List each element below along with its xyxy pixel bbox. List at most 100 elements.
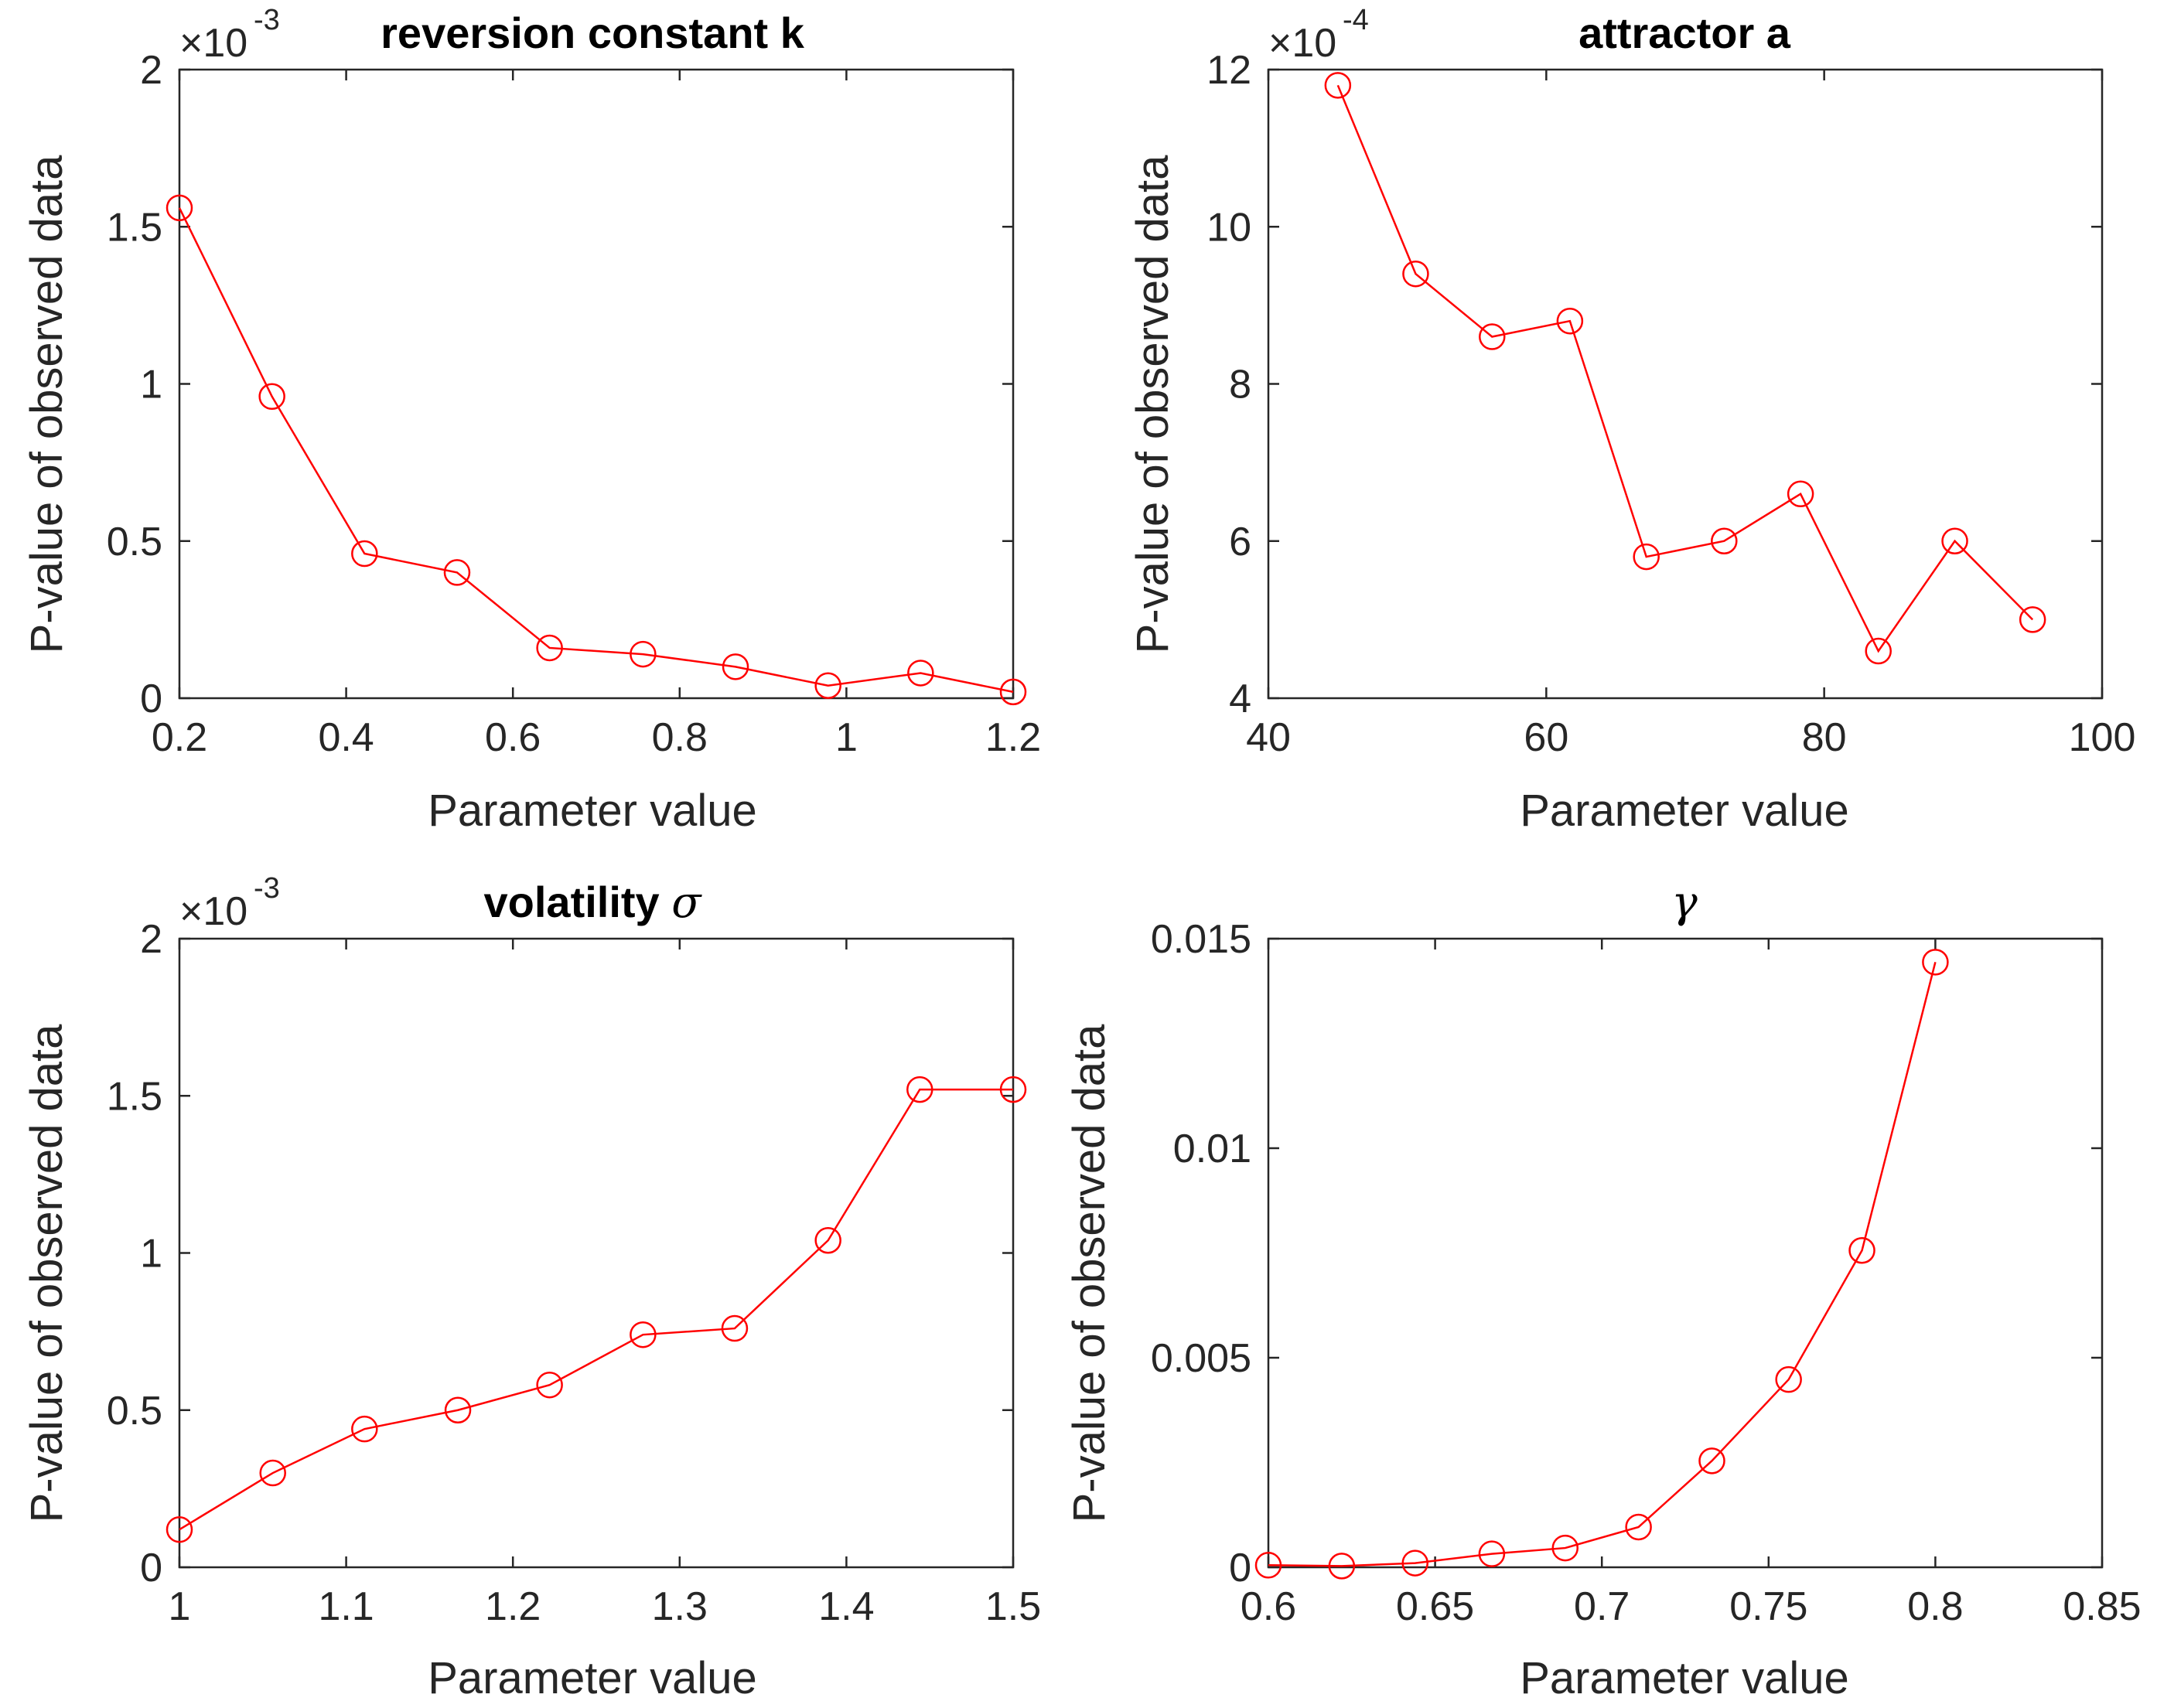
x-tick-label: 0.8 [1907,1584,1963,1629]
y-tick-label: 2 [140,48,162,93]
y-axis-label: P-value of observed data [1064,1024,1114,1523]
y-tick-label: 4 [1229,677,1251,721]
data-point-marker [1478,1540,1506,1567]
x-tick-label: 80 [1802,715,1847,760]
data-point-marker [814,1226,841,1254]
data-point-marker [443,559,471,586]
y-tick-label: 1.5 [107,205,162,250]
x-tick-label: 0.7 [1574,1584,1630,1629]
y-tick-label: 6 [1229,520,1251,564]
y-tick-label: 2 [140,917,162,962]
series-line [1268,962,1937,1567]
x-tick-label: 0.8 [652,715,708,760]
data-point-marker [1711,527,1738,554]
data-point-marker [1922,949,1949,976]
y-axis-label: P-value of observed data [22,1024,72,1523]
y-tick-label: 1 [140,1232,162,1277]
x-axis-label: Parameter value [428,1653,757,1703]
y-tick-label: 0.015 [1151,917,1251,962]
x-tick-label: 1.2 [485,1584,541,1629]
y-axis-label: P-value of observed data [1128,155,1178,654]
data-point-marker [630,1321,657,1348]
x-tick-label: 0.4 [318,715,374,760]
x-tick-label: 0.85 [2063,1584,2141,1629]
x-tick-label: 0.75 [1729,1584,1807,1629]
data-point-marker [1625,1513,1652,1541]
data-point-marker [1633,543,1660,571]
subplot-title: attractor a [1579,9,1791,57]
x-tick-label: 40 [1246,715,1291,760]
data-point-marker [444,1396,472,1423]
data-point-marker [1556,307,1584,335]
y-multiplier-exponent: -3 [254,4,280,36]
data-point-marker [1698,1447,1725,1474]
y-tick-label: 0 [140,1546,162,1590]
x-tick-label: 0.6 [1241,1584,1296,1629]
data-point-marker [351,540,378,568]
data-point-marker [1328,1553,1356,1580]
data-point-marker [999,678,1027,706]
x-axis-label: Parameter value [428,786,757,836]
y-multiplier-exponent: -3 [254,872,280,905]
subplot-title: volatility σ [484,878,703,928]
x-tick-label: 1.2 [985,715,1041,760]
data-point-marker [166,1515,193,1543]
y-multiplier-exponent: -4 [1343,4,1369,36]
data-point-marker [906,1076,933,1103]
subplot-attractor-a: ×10 -4 attractor a Parameter value P-val… [1128,4,2135,836]
series-line [178,207,1014,694]
data-point-marker [2019,606,2046,633]
data-point-marker [907,660,934,687]
subplot-title-greek: σ [671,878,702,928]
y-tick-label: 0.01 [1173,1127,1251,1171]
subplot-title: reversion constant k [381,9,805,57]
series-line [179,1088,1013,1531]
y-tick-label: 8 [1229,363,1251,407]
data-point-marker [1551,1534,1579,1562]
data-point-marker [536,634,563,662]
y-multiplier-base: ×10 [1268,21,1336,66]
x-tick-label: 1.4 [818,1584,874,1629]
x-tick-label: 0.6 [485,715,541,760]
x-tick-label: 100 [2069,715,2136,760]
y-tick-label: 0.5 [107,520,162,564]
series-line [1336,84,2034,653]
y-axis-label: P-value of observed data [22,155,72,654]
x-axis-label: Parameter value [1520,1653,1849,1703]
axes-box [1267,937,2104,1569]
x-tick-label: 1.3 [652,1584,708,1629]
y-tick-label: 12 [1206,48,1251,93]
data-point-marker [722,653,749,680]
data-point-marker [259,1459,286,1487]
data-point-marker [258,383,285,411]
subplot-title-text: volatility [484,878,672,926]
subplot-title: γ [1671,878,1698,928]
data-point-marker [814,672,841,699]
y-multiplier-base: ×10 [179,21,247,66]
x-tick-label: 60 [1524,715,1568,760]
data-point-marker [1254,1552,1282,1579]
data-point-marker [1479,323,1506,350]
x-tick-label: 1 [169,1584,191,1629]
x-tick-label: 0.2 [152,715,207,760]
data-point-marker [1787,480,1814,508]
subplot-reversion-constant-k: ×10 -3 reversion constant k Parameter va… [22,4,1041,836]
y-tick-label: 1 [140,363,162,407]
y-tick-label: 0.5 [107,1389,162,1434]
data-point-marker [1941,527,1968,554]
data-point-marker [1324,72,1352,99]
x-axis-label: Parameter value [1520,786,1849,836]
data-point-marker [1865,637,1892,665]
data-point-marker [1848,1236,1875,1264]
data-point-marker [721,1314,749,1342]
y-tick-label: 0 [1229,1546,1251,1590]
data-point-marker [1775,1365,1802,1393]
subplot-gamma: γ Parameter value P-value of observed da… [1064,878,2142,1703]
data-point-marker [536,1371,563,1399]
x-tick-label: 0.65 [1396,1584,1474,1629]
y-multiplier-base: ×10 [179,889,247,934]
data-point-marker [1402,260,1429,288]
